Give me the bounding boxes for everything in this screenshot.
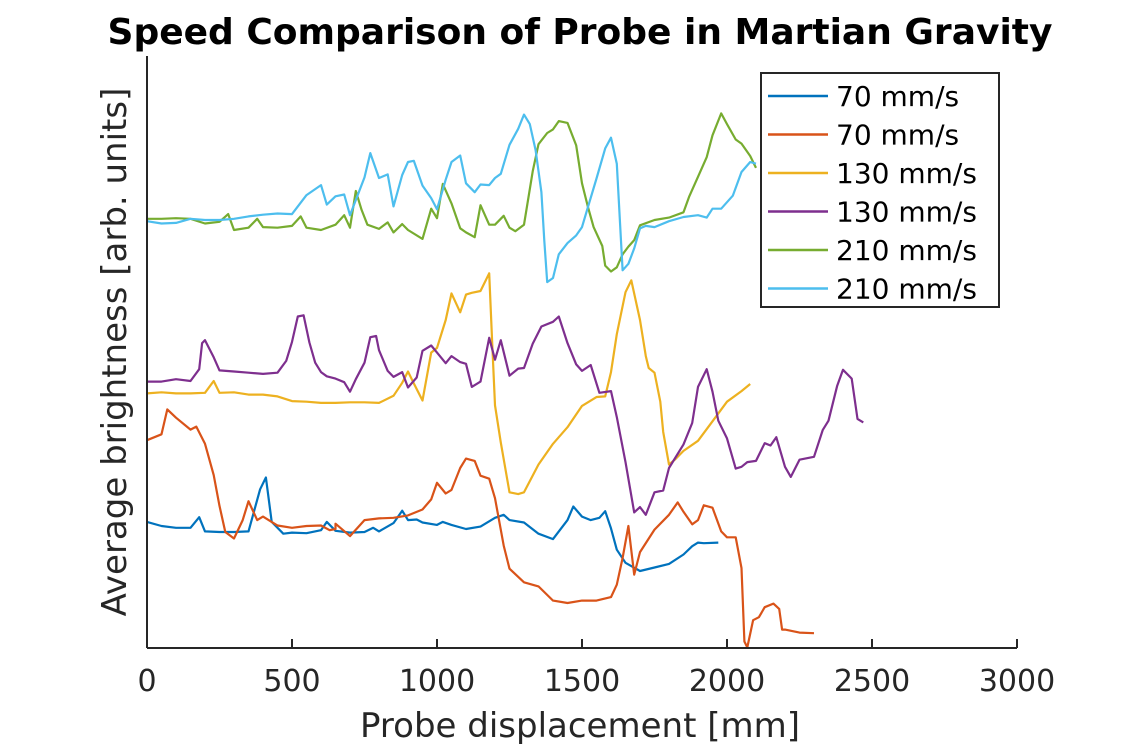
legend-label: 130 mm/s [836, 157, 977, 190]
series-line-4 [147, 314, 864, 516]
x-tick-label: 2500 [834, 664, 910, 699]
legend-box [760, 72, 1000, 308]
legend-label: 130 mm/s [836, 196, 977, 229]
series-line-6 [146, 113, 757, 284]
legend-label: 210 mm/s [836, 234, 977, 267]
legend: 70 mm/s 70 mm/s 130 mm/s 130 mm/s 210 mm/s 21… [760, 72, 1000, 308]
x-tick-label: 1500 [544, 664, 620, 699]
plot-area [146, 112, 864, 649]
x-tick-label: 1000 [399, 664, 475, 699]
x-tick-label: 2000 [689, 664, 765, 699]
x-axis-label: Probe displacement [mm] [360, 706, 800, 746]
x-axis-ticks: 0 500 1000 1500 2000 2500 3000 [137, 639, 1055, 699]
chart-title: Speed Comparison of Probe in Martian Gra… [108, 12, 1053, 53]
legend-label: 210 mm/s [836, 273, 977, 306]
x-tick-label: 3000 [979, 664, 1055, 699]
x-tick-label: 0 [137, 664, 156, 699]
series-line-2 [146, 408, 815, 649]
series-line-3 [146, 272, 751, 496]
series-line-1 [146, 476, 719, 573]
legend-label: 70 mm/s [836, 119, 959, 152]
series-line-5 [147, 112, 757, 273]
legend-label: 70 mm/s [836, 80, 959, 113]
y-axis-label: Average brightness [arb. units] [95, 88, 135, 617]
x-tick-label: 500 [263, 664, 320, 699]
